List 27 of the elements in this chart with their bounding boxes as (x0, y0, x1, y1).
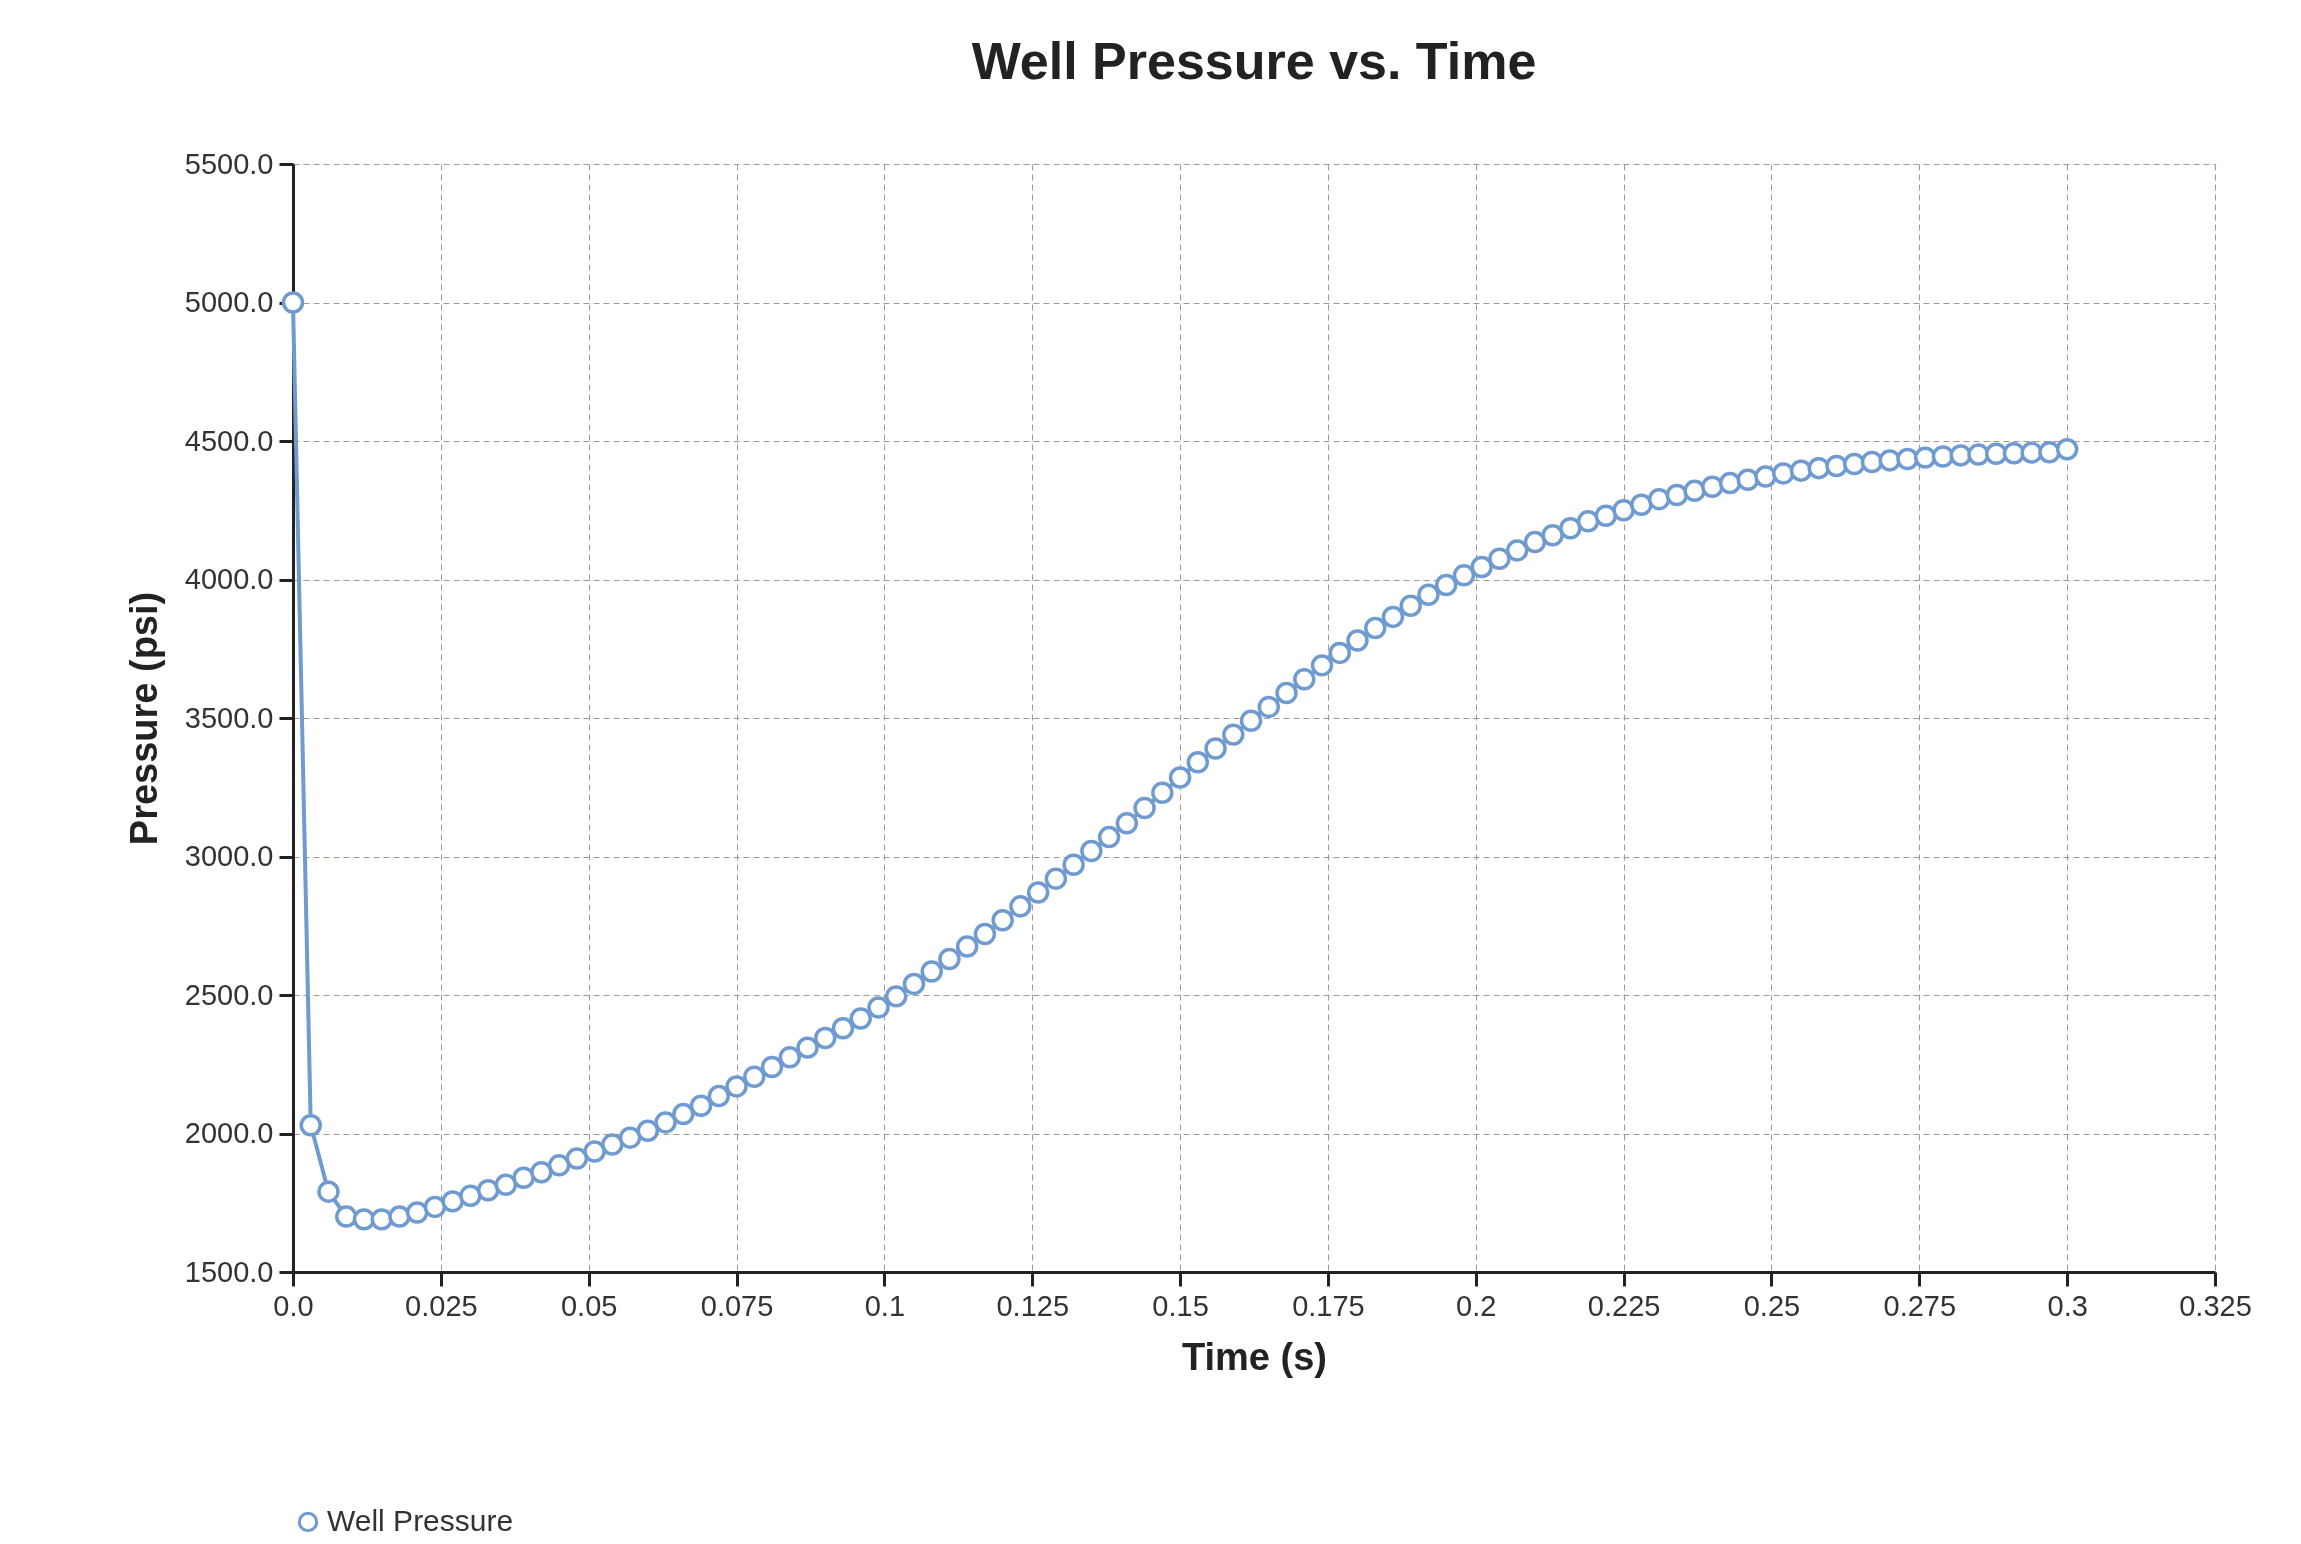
y-tick-label: 5500.0 (184, 147, 274, 180)
y-tick-label: 4500.0 (184, 424, 274, 457)
x-tick-label: 0.175 (1292, 1289, 1365, 1322)
x-tick-label: 0.2 (1456, 1289, 1497, 1322)
y-tick-label: 4000.0 (184, 563, 274, 595)
y-tick-label: 3500.0 (184, 701, 274, 734)
x-tick-label: 0.3 (2047, 1289, 2088, 1322)
x-tick-label: 0.25 (1743, 1289, 1801, 1322)
x-tick-label: 0.15 (1152, 1289, 1209, 1322)
legend-label: Well Pressure (327, 1504, 514, 1537)
x-tick-label: 0.325 (2179, 1289, 2252, 1322)
x-tick-label: 0.125 (996, 1289, 1070, 1322)
x-tick-label: 0.275 (1883, 1289, 1957, 1322)
y-tick-label: 1500.0 (184, 1255, 274, 1288)
x-tick-label: 0.225 (1587, 1289, 1661, 1322)
y-tick-label: 5000.0 (184, 286, 274, 318)
x-tick-label: 0.05 (560, 1289, 618, 1322)
chart-title: Well Pressure vs. Time (971, 32, 1537, 90)
y-tick-label: 2500.0 (184, 978, 274, 1011)
x-tick-label: 0.075 (700, 1289, 774, 1322)
y-axis-title: Pressure (psi) (122, 591, 165, 846)
x-tick-label: 0.025 (405, 1289, 478, 1322)
x-tick-label: 0.0 (273, 1289, 314, 1322)
x-axis-title: Time (s) (1181, 1335, 1328, 1378)
x-tick-label: 0.1 (864, 1289, 906, 1322)
y-tick-label: 3000.0 (184, 840, 274, 872)
y-tick-label: 2000.0 (184, 1117, 274, 1149)
